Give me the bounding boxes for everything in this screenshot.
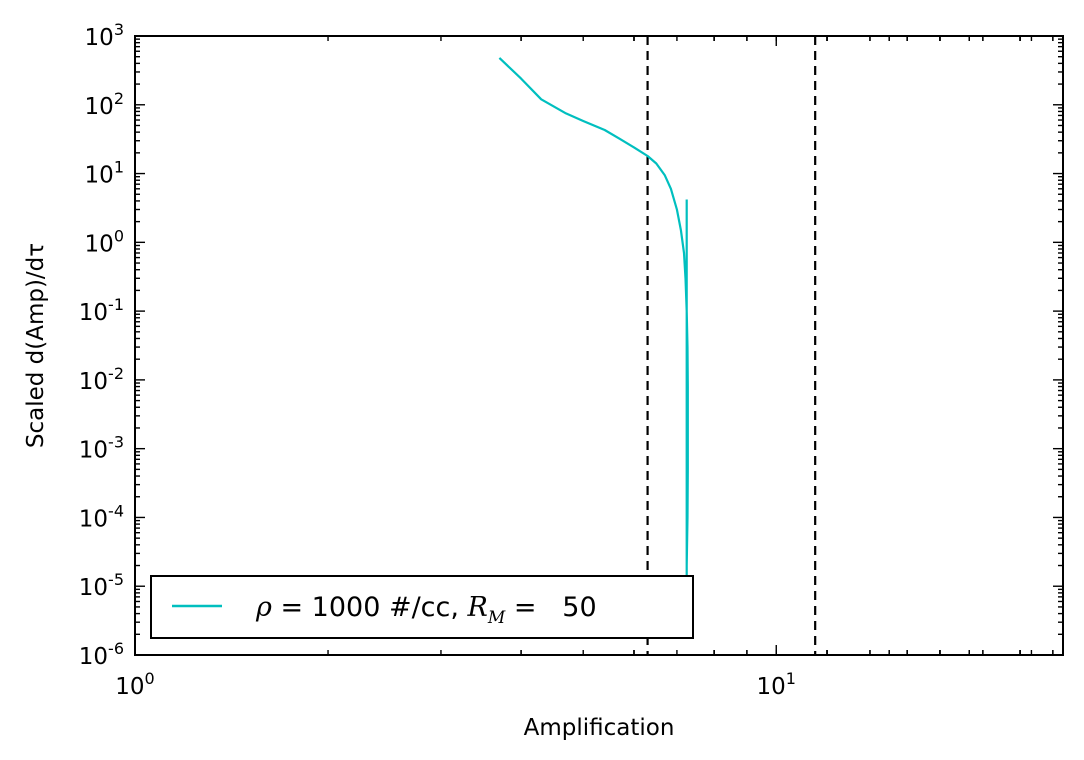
tick-label: 10-3	[79, 433, 124, 464]
tick-label: 101	[85, 158, 124, 189]
tick-label: 102	[85, 89, 124, 120]
legend-r: R	[467, 592, 488, 623]
tick-label: 103	[85, 20, 124, 51]
legend-rho: ρ	[255, 592, 272, 623]
tick-label: 100	[115, 669, 154, 700]
tick-labels: 100 101 10-6 10-5 10-4 10-3 10-2 10-1 100 101 102 1…	[79, 20, 796, 700]
tick-label: 10-6	[79, 639, 124, 670]
legend-box	[150, 575, 694, 639]
x-axis-label: Amplification	[524, 715, 675, 741]
tick-label: 10-4	[79, 501, 124, 532]
legend-rm-value: = 50	[505, 592, 596, 623]
series-layer	[498, 57, 689, 588]
legend-subscript-m: M	[487, 608, 506, 628]
legend-label: ρ = 1000 #/cc, RM = 50	[255, 592, 597, 628]
tick-label: 100	[85, 226, 124, 257]
reference-lines	[646, 36, 817, 655]
plot-frame	[134, 35, 1064, 656]
legend-density: = 1000 #/cc,	[272, 592, 468, 623]
legend: ρ = 1000 #/cc, RM = 50	[150, 575, 694, 639]
y-axis-label: Scaled d(Amp)/dτ	[23, 243, 49, 448]
tick-label: 10-1	[79, 295, 124, 326]
tick-label: 101	[757, 669, 796, 700]
series-line	[498, 57, 689, 588]
tick-label: 10-5	[79, 570, 124, 601]
axis-ticks	[134, 35, 1063, 656]
tick-label: 10-2	[79, 364, 124, 395]
